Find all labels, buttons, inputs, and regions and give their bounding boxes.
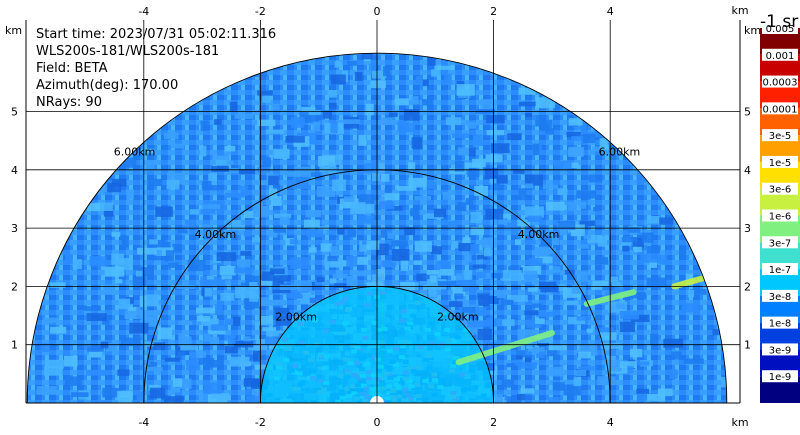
colorbar-label-bg xyxy=(762,289,798,302)
colorbar-label-bg xyxy=(762,263,798,276)
colorbar-label: 1e-8 xyxy=(769,319,792,330)
range-ring-label: 6.00km xyxy=(114,146,156,159)
colorbar-units-label: -1 sr xyxy=(760,12,798,32)
range-rings: 2.00km 2.00km 4.00km 4.00km 6.00km 6.00km xyxy=(26,52,728,404)
y-tick-label-right: 5 xyxy=(744,106,751,119)
colorbar-label-bg xyxy=(762,343,798,356)
colorbar-label-bg xyxy=(762,182,798,195)
range-ring xyxy=(259,286,495,404)
colorbar-label-bg xyxy=(762,316,798,329)
x-tick-label-bottom: 4 xyxy=(607,416,614,429)
range-ring xyxy=(26,52,728,404)
info-panel: Start time: 2023/07/31 05:02:11.316 WLS2… xyxy=(36,27,276,110)
colorbar-label: 1e-7 xyxy=(769,265,792,276)
y-tick-label-right: 4 xyxy=(744,164,751,177)
range-ring-label: 2.00km xyxy=(437,311,479,324)
feature-streak-0 xyxy=(455,330,555,366)
colorbar-label-bg xyxy=(762,236,798,249)
y-tick-label-right: 2 xyxy=(744,280,751,293)
y-unit-label-left: km xyxy=(5,24,22,37)
colorbar-label-bg xyxy=(762,48,798,61)
start-time-text: Start time: 2023/07/31 05:02:11.316 xyxy=(36,27,276,42)
y-unit-label-right: km xyxy=(744,24,761,37)
x-tick-label-top: 4 xyxy=(607,5,614,18)
colorbar-label: 1e-6 xyxy=(769,212,792,223)
field-text: Field: BETA xyxy=(36,61,108,76)
colorbar-label: 3e-5 xyxy=(769,131,792,142)
colorbar-label: 3e-6 xyxy=(769,185,792,196)
y-tick-label-right: 1 xyxy=(744,339,751,352)
axes: -4 -4 -2 -2 0 0 2 2 4 4 km km 1 1 2 2 3 3 4 4 5 5 km km xyxy=(5,4,761,429)
x-unit-label: km xyxy=(731,416,748,429)
nrays-text: NRays: 90 xyxy=(36,95,102,110)
backscatter-field xyxy=(27,53,727,404)
colorbar-label: 0.0001 xyxy=(763,104,798,115)
y-tick-label-left: 5 xyxy=(11,106,18,119)
x-tick-label-bottom: -2 xyxy=(255,416,266,429)
y-tick-label-left: 3 xyxy=(11,222,18,235)
colorbar-label-bg xyxy=(762,209,798,222)
x-tick-label-bottom: 0 xyxy=(374,416,381,429)
colorbar-label-bg xyxy=(762,75,798,88)
range-ring-label: 2.00km xyxy=(275,311,317,324)
colorbar-label-bg xyxy=(762,22,798,34)
x-tick-label-top: 2 xyxy=(490,5,497,18)
range-ring xyxy=(143,169,611,404)
colorbar-label: 1e-5 xyxy=(769,158,792,169)
colorbar-label: 3e-9 xyxy=(769,345,792,356)
colorbar-label: 0.0003 xyxy=(763,78,798,89)
y-tick-label-left: 1 xyxy=(11,339,18,352)
colorbar-label: 1e-9 xyxy=(769,372,792,383)
x-tick-label-top: -4 xyxy=(138,5,149,18)
instrument-text: WLS200s-181/WLS200s-181 xyxy=(36,44,219,59)
range-ring-label: 6.00km xyxy=(599,146,641,159)
y-tick-label-right: 3 xyxy=(744,222,751,235)
colorbar-label: 3e-7 xyxy=(769,238,792,249)
colorbar-label-bg xyxy=(762,155,798,168)
colorbar-label: 0.005 xyxy=(766,24,795,35)
y-tick-label-left: 4 xyxy=(11,164,18,177)
colorbar-label-bg xyxy=(762,102,798,115)
range-ring-label: 4.00km xyxy=(195,228,237,241)
x-tick-label-bottom: -4 xyxy=(138,416,149,429)
x-tick-label-top: 0 xyxy=(374,5,381,18)
x-unit-label: km xyxy=(731,4,748,17)
colorbar: 0.005 0.001 0.0003 0.0001 3e-5 1e-5 3e-6 1e-6 3e… xyxy=(760,22,800,403)
azimuth-text: Azimuth(deg): 170.00 xyxy=(36,78,178,93)
colorbar-label-bg xyxy=(762,370,798,383)
colorbar-label-bg xyxy=(762,129,798,142)
colorbar-label: 3e-8 xyxy=(769,292,792,303)
range-ring-label: 4.00km xyxy=(518,228,560,241)
x-tick-label-top: -2 xyxy=(255,5,266,18)
x-tick-label-bottom: 2 xyxy=(490,416,497,429)
colorbar-label: 0.001 xyxy=(766,51,795,62)
y-tick-label-left: 2 xyxy=(11,280,18,293)
